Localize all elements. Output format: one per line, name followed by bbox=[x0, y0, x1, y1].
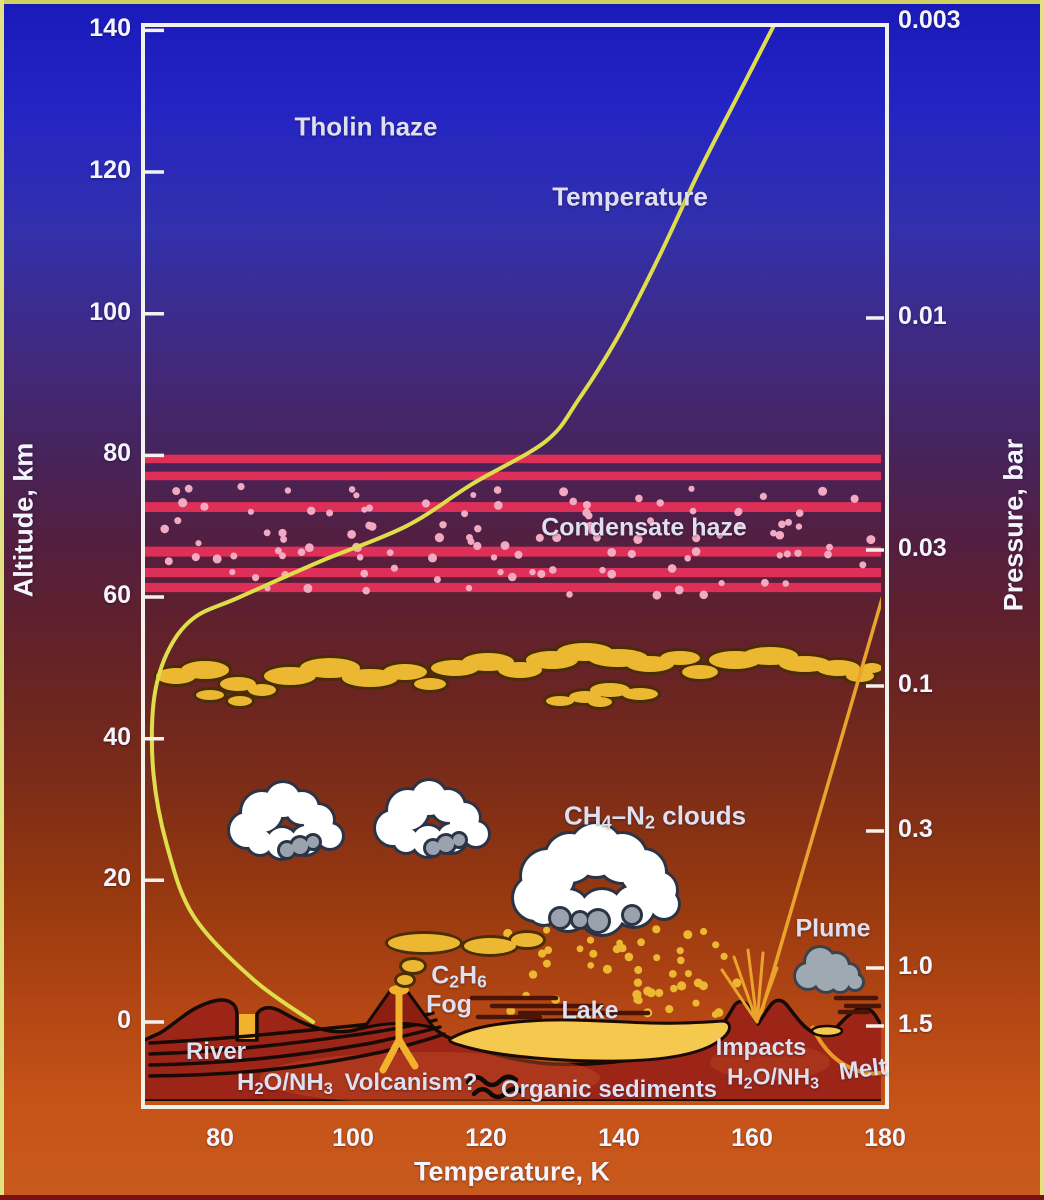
melt-pond bbox=[810, 1024, 844, 1038]
outer-border-left bbox=[0, 0, 4, 1200]
right-axis-title: Pressure, bar bbox=[998, 438, 1029, 612]
altitude-tick-label: 100 bbox=[89, 297, 131, 326]
impact-ejecta-rays bbox=[720, 948, 779, 1024]
cloud-2-shading bbox=[423, 831, 468, 858]
melt-label: Melt bbox=[837, 1053, 889, 1086]
ch4-n2-clouds-label: CH4–N2 clouds bbox=[563, 800, 747, 833]
outer-border-top bbox=[0, 0, 1044, 4]
pressure-tick-label: 1.0 bbox=[898, 952, 933, 980]
c2h6-fog-streaks bbox=[385, 930, 546, 988]
altitude-tick-label: 140 bbox=[89, 14, 131, 43]
pressure-tick-label: 0.03 bbox=[898, 534, 947, 562]
left-axis-title: Altitude, km bbox=[8, 442, 39, 598]
tholin-haze-label: Tholin haze bbox=[294, 111, 438, 142]
plume-cloud bbox=[793, 945, 865, 994]
stratus-cloud-layer bbox=[153, 640, 881, 710]
cloud-large-shading bbox=[548, 904, 643, 934]
impact-melt-arc bbox=[810, 1025, 881, 1076]
temperature-tick-label: 160 bbox=[731, 1124, 773, 1152]
condensate-haze-bands bbox=[145, 454, 881, 593]
organic-sediments-label: Organic sediments bbox=[500, 1076, 718, 1103]
altitude-tick-label: 80 bbox=[103, 439, 131, 468]
temperature-tick-label: 100 bbox=[332, 1124, 374, 1152]
haze-band bbox=[145, 568, 881, 578]
haze-band bbox=[145, 546, 881, 557]
bottom-axis-title: Temperature, K bbox=[413, 1156, 611, 1187]
temperature-tick-label: 120 bbox=[465, 1124, 507, 1152]
temperature-tick-label: 180 bbox=[864, 1124, 906, 1152]
lake-label: Lake bbox=[561, 996, 619, 1025]
outer-border-right bbox=[1040, 0, 1044, 1200]
outer-border-bottom bbox=[0, 1195, 1044, 1200]
pressure-tick-label: 0.3 bbox=[898, 815, 933, 843]
condensate-haze-particles bbox=[160, 483, 876, 600]
hydrocarbon-lake bbox=[448, 1018, 731, 1063]
temperature-tick-label: 80 bbox=[206, 1124, 234, 1152]
condensate-haze-label: Condensate haze bbox=[541, 513, 747, 542]
cloud-1-shading bbox=[277, 833, 322, 860]
axis-ticks bbox=[145, 28, 884, 1028]
plume-label: Plume bbox=[795, 914, 871, 943]
haze-band bbox=[145, 454, 881, 464]
h2o-nh3-left-label: H2O/NH3 bbox=[236, 1069, 334, 1098]
h2o-nh3-right-label: H2O/NH3 bbox=[726, 1063, 820, 1093]
pressure-tick-label: 0.01 bbox=[898, 302, 947, 330]
sediment-streaks bbox=[469, 995, 881, 1020]
river-canyon-fill bbox=[239, 1014, 255, 1039]
altitude-tick-label: 60 bbox=[103, 581, 131, 610]
volcanism-label: Volcanism? bbox=[344, 1069, 478, 1096]
pressure-tick-label: 0.1 bbox=[898, 670, 933, 698]
pressure-tick-label: 1.5 bbox=[898, 1010, 933, 1038]
temperature-curve bbox=[149, 27, 776, 1024]
haze-band bbox=[145, 471, 881, 481]
altitude-tick-label: 40 bbox=[103, 722, 131, 751]
pressure-tick-label: 0.003 bbox=[898, 6, 961, 34]
altitude-tick-label: 0 bbox=[117, 1006, 131, 1034]
lava-channel bbox=[379, 991, 419, 1074]
impact-trajectory-line bbox=[756, 596, 881, 1025]
river-channels bbox=[148, 1011, 446, 1078]
plot-interior bbox=[145, 27, 881, 1101]
altitude-tick-label: 20 bbox=[103, 864, 131, 893]
altitude-tick-label: 120 bbox=[89, 156, 131, 185]
c2h6-label: C2H6 bbox=[431, 961, 487, 992]
impacts-label: Impacts bbox=[715, 1034, 807, 1061]
haze-band bbox=[145, 502, 881, 512]
temperature-tick-label: 140 bbox=[598, 1124, 640, 1152]
temperature-curve-label: Temperature bbox=[552, 181, 708, 212]
river-label: River bbox=[185, 1038, 247, 1065]
haze-band bbox=[145, 582, 881, 593]
fog-label: Fog bbox=[426, 990, 472, 1019]
organic-sediment-squiggles bbox=[465, 1074, 525, 1100]
